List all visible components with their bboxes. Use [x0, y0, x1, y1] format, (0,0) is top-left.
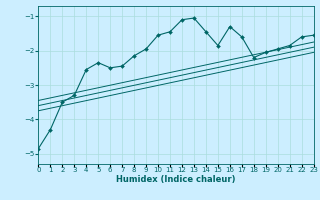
X-axis label: Humidex (Indice chaleur): Humidex (Indice chaleur) [116, 175, 236, 184]
